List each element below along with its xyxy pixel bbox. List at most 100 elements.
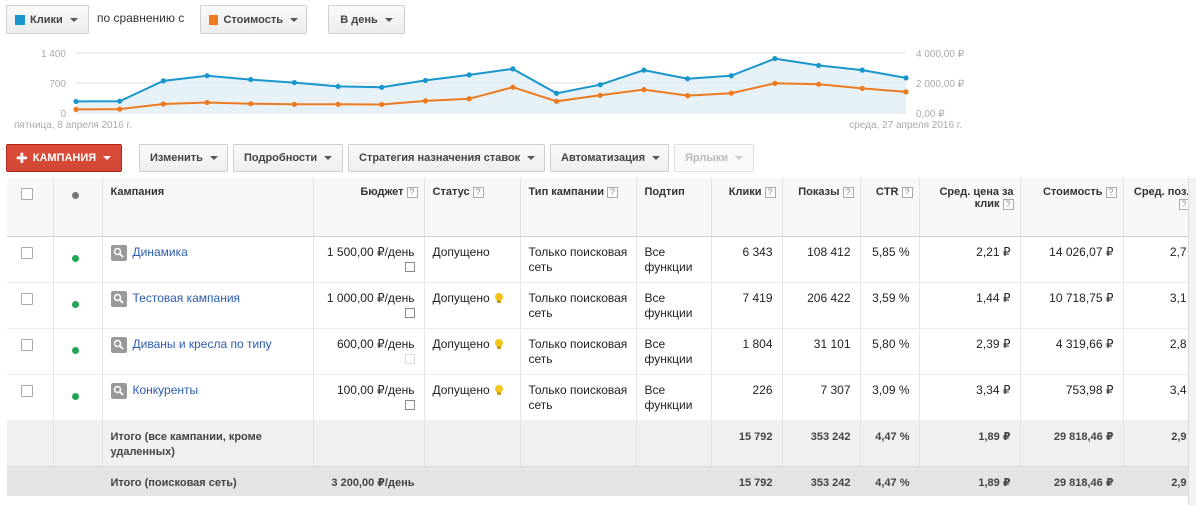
data-point[interactable] [117,106,123,112]
row-checkbox[interactable] [21,292,33,305]
campaign-link[interactable]: Тестовая кампания [132,291,241,305]
data-point[interactable] [772,80,778,86]
data-point[interactable] [291,79,298,86]
data-point[interactable] [728,90,734,96]
details-button[interactable]: Подробности [233,144,343,172]
data-point[interactable] [160,78,166,84]
data-point[interactable] [816,62,822,69]
data-point[interactable] [641,67,647,73]
enabled-status-dot[interactable] [71,254,79,262]
data-point[interactable] [684,76,691,82]
lightbulb-icon[interactable] [494,384,503,395]
header-campaign-type[interactable]: Тип кампании? [520,178,637,237]
type-cell: Только поисковая сеть [520,282,637,329]
data-point[interactable] [248,76,254,83]
data-point[interactable] [816,81,822,87]
header-ctr[interactable]: CTR? [860,178,920,237]
help-icon[interactable]: ? [406,186,418,198]
help-icon[interactable]: ? [901,186,913,198]
metric1-selector[interactable]: Клики [6,5,89,34]
data-point[interactable] [379,101,385,108]
data-point[interactable] [73,98,79,105]
data-point[interactable] [335,101,341,107]
chevron-down-icon [103,156,112,160]
data-point[interactable] [772,55,778,62]
data-point[interactable] [160,101,166,107]
chevron-down-icon [324,156,333,160]
labels-button[interactable]: Ярлыки [674,144,754,172]
budget-chart-icon[interactable] [404,307,415,318]
header-cost[interactable]: Стоимость? [1020,178,1124,237]
period-selector[interactable]: В день [328,5,405,34]
data-point[interactable] [728,73,734,79]
edit-button[interactable]: Изменить [139,144,228,172]
bidding-strategy-button[interactable]: Стратегия назначения ставок [348,144,545,172]
header-impressions[interactable]: Показы? [782,178,861,237]
header-status[interactable]: Статус? [424,178,521,237]
budget-cell: 1 500,00 ₽/день [313,236,425,283]
data-point[interactable] [204,73,210,79]
data-point[interactable] [510,84,516,90]
row-checkbox[interactable] [21,246,33,259]
data-point[interactable] [684,93,691,99]
select-all-checkbox[interactable] [21,188,33,200]
data-point[interactable] [553,98,560,104]
data-point[interactable] [903,75,909,81]
enabled-status-dot[interactable] [71,300,79,308]
help-icon[interactable]: ? [764,186,776,198]
empty-cell [520,420,637,467]
help-icon[interactable]: ? [472,186,484,198]
data-point[interactable] [466,72,472,78]
budget-chart-icon[interactable] [404,353,415,364]
add-campaign-button[interactable]: ✚ КАМПАНИЯ [6,144,122,172]
data-point[interactable] [422,77,429,84]
data-point[interactable] [903,89,909,95]
data-point[interactable] [73,106,79,112]
horizontal-scroll-edge[interactable] [1188,178,1196,505]
header-avg-cpc[interactable]: Сред. цена за клик? [919,178,1021,237]
data-point[interactable] [466,96,472,102]
data-point[interactable] [422,98,429,104]
data-point[interactable] [597,92,603,98]
enabled-status-dot[interactable] [71,392,79,400]
row-checkbox[interactable] [21,384,33,397]
help-icon[interactable]: ? [606,186,618,198]
y-right-tick-label: 4 000,00 ₽ [916,49,965,60]
status-value: Допущено [432,382,490,397]
campaign-link[interactable]: Конкуренты [132,383,199,397]
data-point[interactable] [335,83,341,90]
header-budget[interactable]: Бюджет? [313,178,425,237]
data-point[interactable] [859,85,865,91]
data-point[interactable] [291,101,298,107]
lightbulb-icon[interactable] [494,338,503,349]
data-point[interactable] [510,66,516,72]
data-point[interactable] [641,87,647,93]
data-point[interactable] [248,101,254,107]
metric2-selector[interactable]: Стоимость [200,5,307,34]
data-point[interactable] [597,82,603,88]
budget-chart-icon[interactable] [404,399,415,410]
status-dot-filter[interactable] [71,192,79,199]
campaign-link[interactable]: Динамика [132,245,188,259]
automate-button[interactable]: Автоматизация [550,144,669,172]
help-icon[interactable]: ? [842,186,854,198]
total-all-avg-cpc: 1,89 ₽ [919,420,1021,467]
help-icon[interactable]: ? [1002,198,1014,210]
lightbulb-icon[interactable] [494,292,503,303]
campaign-link[interactable]: Диваны и кресла по типу [132,337,272,351]
row-select-cell [7,374,54,421]
data-point[interactable] [553,90,560,96]
data-point[interactable] [117,98,123,104]
row-checkbox[interactable] [21,338,33,351]
header-clicks[interactable]: Клики? [711,178,783,237]
enabled-status-dot[interactable] [71,346,79,354]
header-campaign[interactable]: Кампания [102,178,314,237]
data-point[interactable] [859,67,865,73]
header-avg-position[interactable]: Сред. поз.? [1123,178,1196,237]
data-point[interactable] [204,99,210,106]
budget-chart-icon[interactable] [404,261,415,272]
chevron-down-icon [209,156,218,160]
data-point[interactable] [379,84,385,90]
help-icon[interactable]: ? [1105,186,1117,198]
header-subtype[interactable]: Подтип [636,178,712,237]
